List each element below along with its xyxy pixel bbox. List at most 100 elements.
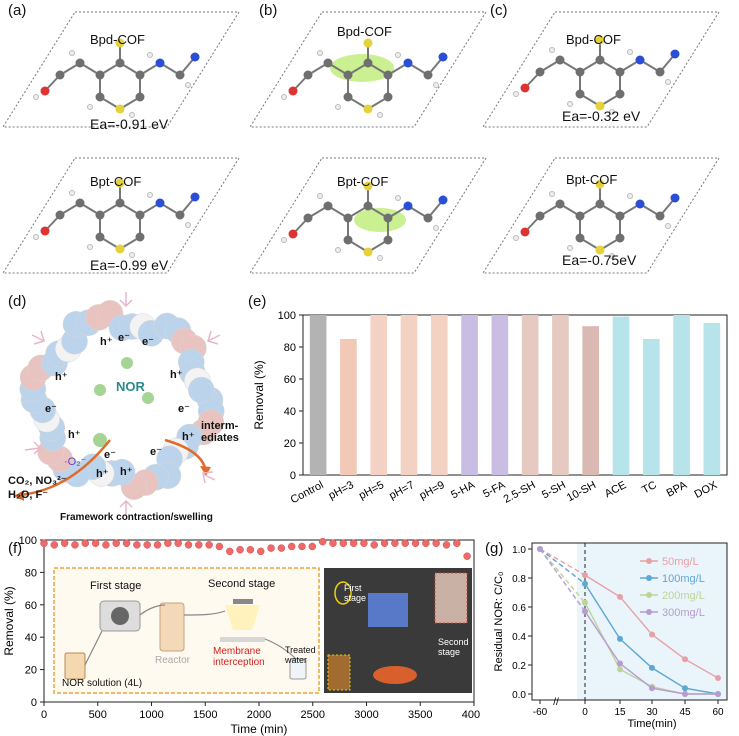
dft-a-bottom-name: Bpt-COF <box>90 174 142 189</box>
y-tick-label: 0.8 <box>512 574 526 585</box>
light-cone-icon <box>225 605 260 630</box>
data-point-200mg/L <box>582 599 588 606</box>
data-point-100mg/L <box>649 664 655 671</box>
reactor-icon <box>159 602 185 652</box>
lamp-icon <box>233 599 253 604</box>
charge-carrier-label: h⁺ <box>96 468 109 480</box>
y-tick-label: 1.0 <box>512 545 526 556</box>
x-tick-label: 5-SH <box>540 479 568 501</box>
x-tick-label: ACE <box>603 479 629 500</box>
x-tick-label: 3000 <box>354 709 378 721</box>
treated-water-icon <box>289 658 307 680</box>
y-tick-label: 60 <box>25 600 37 612</box>
inset-first-stage: First stage <box>90 580 142 592</box>
data-point <box>391 539 399 547</box>
x-tick-label: 15 <box>614 707 626 718</box>
legend-label-200mg/L: 200mg/L <box>662 590 705 602</box>
data-point <box>422 539 430 547</box>
data-point <box>349 539 358 547</box>
bar-pH=7 <box>400 315 418 475</box>
charge-carrier-label: e⁻ <box>150 446 162 458</box>
data-point <box>318 537 327 546</box>
axis-break-mark: // <box>553 697 559 708</box>
charge-carrier-label: h⁺ <box>55 371 68 383</box>
charge-carrier-label: h⁺ <box>68 429 81 441</box>
x-tick-label: 3500 <box>408 709 432 721</box>
data-point <box>215 542 224 551</box>
x-tick-label: 1000 <box>139 709 163 721</box>
x-tick-label: 10-SH <box>565 479 598 504</box>
inset-treated-water: Treated water <box>285 645 316 665</box>
panel-label-b: (b) <box>259 2 278 19</box>
mechanism-products-line1: CO₂, NO₃²⁻ <box>8 475 67 487</box>
y-tick-label: 20 <box>284 438 296 450</box>
data-point <box>360 539 368 547</box>
charge-carrier-label: e⁻ <box>142 336 154 348</box>
bar-BPA <box>673 315 690 475</box>
y-tick-label: 100 <box>19 535 37 547</box>
panel-label-a: (a) <box>8 2 27 19</box>
data-point <box>329 539 337 547</box>
data-point-300mg/L <box>682 691 688 697</box>
data-point <box>143 541 151 549</box>
mechanism-o2-radical: ·O₂⁻ <box>64 456 87 468</box>
data-point <box>184 541 193 549</box>
data-point <box>226 547 234 556</box>
data-point <box>236 545 244 554</box>
charge-carrier-label: e⁻ <box>178 403 190 415</box>
x-tick-label: 60 <box>712 707 724 718</box>
x-tick-label: -60 <box>533 707 548 718</box>
data-point <box>122 539 131 547</box>
data-point-50mg/L <box>649 631 655 638</box>
data-point <box>463 552 471 560</box>
photo-second-stage: Second stage <box>438 637 469 657</box>
x-tick-label: pH=7 <box>387 479 416 502</box>
data-point <box>256 547 265 556</box>
inset-reactor: Reactor <box>155 655 191 666</box>
x-tick-label: 0 <box>41 709 47 721</box>
data-point <box>453 539 461 547</box>
x-tick-label: 4000 <box>462 709 480 721</box>
bar-2.5-SH <box>521 315 539 475</box>
legend-marker-100mg/L <box>646 575 652 581</box>
x-tick-label: pH=9 <box>418 479 447 502</box>
bar-ACE <box>612 316 630 475</box>
panel-label-g: (g) <box>485 540 504 557</box>
plot-frame <box>302 314 728 476</box>
data-point <box>308 542 317 551</box>
y-tick-label: 0.2 <box>512 661 526 672</box>
legend-label-50mg/L: 50mg/L <box>662 556 699 568</box>
y-tick-label: 20 <box>25 665 37 677</box>
inset-second-stage: Second stage <box>208 578 276 590</box>
bar-TC <box>642 339 660 475</box>
y-tick-label: 40 <box>284 406 296 418</box>
photo-second-stage-frame <box>434 572 468 624</box>
data-point <box>205 541 213 549</box>
data-point <box>71 541 79 549</box>
line-chart-residual-nor: 0.0 0.2 0.4 0.6 0.8 1.0 -60 0 15 30 45 60 Time(min) R… <box>493 542 728 730</box>
series-line-dark-50mg/L <box>539 548 586 576</box>
x-tick-label: 1500 <box>193 709 217 721</box>
nor-solution-icon <box>64 652 86 680</box>
y-axis-label: Residual NOR: C/C₀ <box>493 572 505 672</box>
series-line-dark-300mg/L <box>539 548 586 612</box>
mechanism-diagram: h⁺ e⁻ h⁺ h⁺ e⁻ e⁻ h⁺ h⁺ e⁻ h⁺ h⁺ e⁻ e⁻ <box>14 292 225 515</box>
data-point <box>40 539 48 547</box>
bar-5-SH <box>552 315 569 475</box>
y-tick-label: 60 <box>284 374 296 386</box>
data-point-50mg/L <box>715 675 721 682</box>
x-tick-label: 500 <box>89 709 107 721</box>
membrane-icon <box>220 637 265 642</box>
x-tick-label: pH=3 <box>327 479 356 502</box>
x-tick-label: 5-HA <box>449 479 477 502</box>
x-tick-label: 30 <box>646 707 658 718</box>
mechanism-products-line2: H₂O, F⁻ <box>8 489 49 501</box>
x-axis-label: Time (min) <box>231 722 288 736</box>
bar-DOX <box>703 323 721 475</box>
data-point <box>164 539 172 547</box>
data-point <box>380 539 389 547</box>
photo-reactor <box>327 654 351 691</box>
pump-head-icon <box>111 607 129 625</box>
legend-marker-200mg/L <box>646 592 652 598</box>
